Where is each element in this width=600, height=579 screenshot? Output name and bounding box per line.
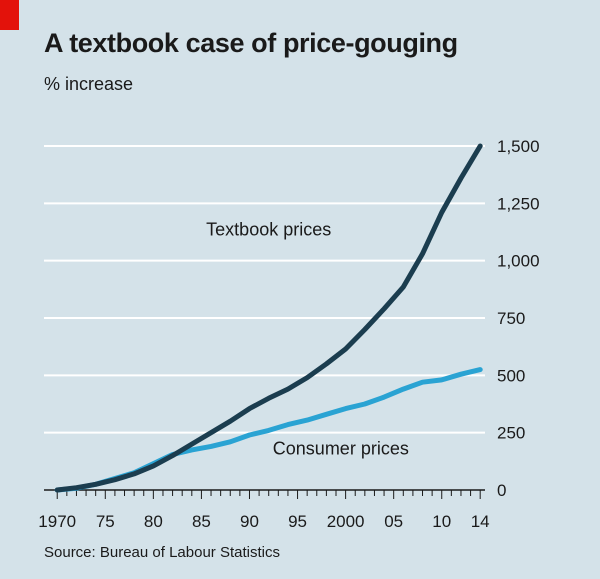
y-tick-label: 750 bbox=[497, 309, 525, 328]
x-tick-label: 95 bbox=[288, 512, 307, 531]
x-axis: 1970 75 80 85 90 95 2000 05 10 14 bbox=[38, 489, 490, 531]
chart-subtitle: % increase bbox=[44, 74, 134, 94]
y-tick-label: 1,000 bbox=[497, 252, 540, 271]
consumer-prices-label: Consumer prices bbox=[273, 438, 409, 458]
x-tick-label: 05 bbox=[384, 512, 403, 531]
textbook-prices-line bbox=[54, 143, 483, 493]
brand-tag bbox=[0, 0, 19, 30]
x-tick-label: 75 bbox=[96, 512, 115, 531]
y-axis: 0 250 500 750 1,000 1,250 1,500 bbox=[497, 137, 540, 500]
y-tick-label: 1,250 bbox=[497, 194, 540, 213]
y-tick-label: 0 bbox=[497, 481, 506, 500]
consumer-prices-line bbox=[54, 367, 483, 493]
y-tick-label: 1,500 bbox=[497, 137, 540, 156]
y-tick-label: 250 bbox=[497, 424, 525, 443]
x-tick-label: 2000 bbox=[327, 512, 365, 531]
series-lines bbox=[54, 143, 483, 493]
textbook-prices-label: Textbook prices bbox=[206, 219, 331, 239]
x-tick-label: 1970 bbox=[38, 512, 76, 531]
y-tick-label: 500 bbox=[497, 366, 525, 385]
x-tick-label: 14 bbox=[471, 512, 490, 531]
source-note: Source: Bureau of Labour Statistics bbox=[44, 544, 280, 561]
x-tick-label: 80 bbox=[144, 512, 163, 531]
x-tick-label: 10 bbox=[432, 512, 451, 531]
chart-title: A textbook case of price-gouging bbox=[44, 28, 458, 58]
gridlines bbox=[44, 145, 485, 434]
x-tick-label: 90 bbox=[240, 512, 259, 531]
x-tick-label: 85 bbox=[192, 512, 211, 531]
series-labels: Textbook prices Consumer prices bbox=[206, 219, 409, 458]
